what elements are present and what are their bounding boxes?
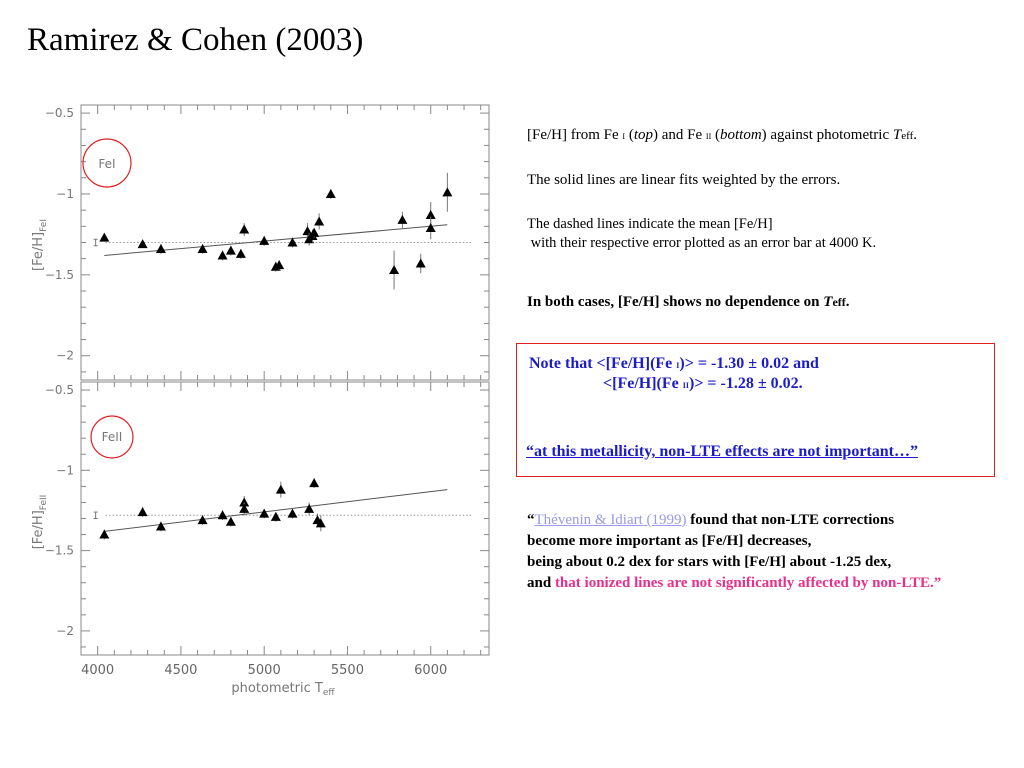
x-tick-label: 4000 xyxy=(81,663,114,678)
bottom-data-point xyxy=(259,508,270,518)
bottom-y-tick-label: −0.5 xyxy=(45,383,74,397)
top-panel-label-circle xyxy=(82,138,132,188)
top-data-point xyxy=(415,258,426,268)
bottom-panel-label-circle xyxy=(90,415,134,459)
bottom-y-tick-label: −2 xyxy=(56,624,74,638)
bottom-fit-line xyxy=(104,489,448,532)
bottom-data-point xyxy=(137,507,148,517)
top-data-point xyxy=(314,216,325,226)
top-data-point xyxy=(287,237,298,247)
notes-line-4: with their respective error plotted as a… xyxy=(527,235,877,251)
notes-line-1: [Fe/H] from Fe i (top) and Fe ii (bottom… xyxy=(527,127,917,143)
top-data-point xyxy=(425,222,436,232)
bottom-panel: −0.5 −1 −1.5 −2 4000 4500 5000 5500 6000 xyxy=(45,381,490,678)
bottom-data-point xyxy=(197,515,208,525)
top-data-point xyxy=(235,248,246,258)
x-tick-label: 5000 xyxy=(248,663,281,678)
top-panel-label: FeI xyxy=(98,157,115,171)
top-fit-line xyxy=(104,224,448,256)
top-data-point xyxy=(302,226,313,236)
bottom-data-point xyxy=(287,508,298,518)
slide-title: Ramirez & Cohen (2003) xyxy=(27,22,364,58)
top-data-point xyxy=(274,260,285,270)
top-data-point xyxy=(99,232,110,242)
top-data-point xyxy=(389,265,400,274)
callout-line-1: Note that <[Fe/H](Fe i)> = -1.30 ± 0.02 … xyxy=(529,355,819,372)
quote-line-4: and that ionized lines are not significa… xyxy=(527,575,942,591)
bottom-data-point xyxy=(309,478,320,488)
bottom-data-point xyxy=(225,516,236,526)
notes-line-2: The solid lines are linear fits weighted… xyxy=(527,172,841,188)
top-panel: −0.5 −1 −1.5 −2 xyxy=(45,104,490,381)
bottom-y-tick-label: −1.5 xyxy=(45,544,74,558)
bottom-y-axis-label: [Fe/H]FeII xyxy=(31,495,49,550)
bottom-data-point xyxy=(239,503,250,513)
thevenin-quote: “Thévenin & Idiart (1999) found that non… xyxy=(527,510,941,594)
quote-line-2: become more important as [Fe/H] decrease… xyxy=(527,533,812,549)
bottom-data-point xyxy=(99,529,110,539)
top-data-point xyxy=(239,224,250,234)
callout-quote-link[interactable]: “at this metallicity, non-LTE effects ar… xyxy=(526,443,918,460)
top-data-point xyxy=(225,245,236,255)
bottom-data-point xyxy=(217,510,228,520)
top-y-tick-label: −2 xyxy=(56,349,74,363)
top-y-tick-label: −0.5 xyxy=(45,106,74,120)
bottom-plot-frame xyxy=(80,381,490,656)
fe-h-teff-figure: −0.5 −1 −1.5 −2 −0.5 −1 −1.5 −2 4000 4500 5000 550… xyxy=(31,104,490,698)
bottom-data-point xyxy=(275,484,286,494)
quote-line-3: being about 0.2 dex for stars with [Fe/H… xyxy=(527,554,892,570)
top-data-point xyxy=(155,243,166,253)
x-axis-title: photometric Teff xyxy=(231,681,335,698)
top-data-point xyxy=(137,239,148,249)
top-data-point xyxy=(217,250,228,260)
top-y-axis-label: [Fe/H]FeI xyxy=(31,219,49,271)
thevenin-link[interactable]: Thévenin & Idiart (1999) xyxy=(534,512,687,528)
bottom-panel-label: FeII xyxy=(102,430,123,444)
bottom-data-point xyxy=(270,511,281,521)
bottom-data-point xyxy=(304,503,315,513)
bottom-data-point xyxy=(315,518,326,528)
callout-line-2: <[Fe/H](Fe ii)> = -1.28 ± 0.02. xyxy=(603,375,803,392)
top-data-point xyxy=(442,187,453,197)
quote-line-1: “Thévenin & Idiart (1999) found that non… xyxy=(527,512,895,528)
bottom-y-tick-label: −1 xyxy=(56,463,74,477)
top-data-point xyxy=(309,227,320,237)
x-tick-label: 6000 xyxy=(414,663,447,678)
top-data-point xyxy=(197,243,208,253)
x-tick-label: 4500 xyxy=(164,663,197,678)
top-data-point xyxy=(259,235,270,245)
top-data-point xyxy=(325,188,336,198)
top-y-axis-title: [Fe/H]FeI xyxy=(31,219,49,271)
bottom-data-point xyxy=(155,521,166,531)
top-y-tick-label: −1.5 xyxy=(45,268,74,282)
top-y-tick-label: −1 xyxy=(56,187,74,201)
note-callout-box: Note that <[Fe/H](Fe i)> = -1.30 ± 0.02 … xyxy=(516,343,995,477)
notes-conclusion: In both cases, [Fe/H] shows no dependenc… xyxy=(527,294,850,310)
x-tick-label: 5500 xyxy=(331,663,364,678)
bottom-y-axis-title: [Fe/H]FeII xyxy=(31,495,49,550)
notes-line-3: The dashed lines indicate the mean [Fe/H… xyxy=(527,216,773,232)
top-data-point xyxy=(397,214,408,224)
bottom-data-point xyxy=(239,497,250,507)
top-data-point xyxy=(425,210,436,219)
